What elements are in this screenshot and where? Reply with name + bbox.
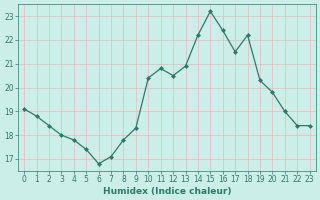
X-axis label: Humidex (Indice chaleur): Humidex (Indice chaleur) (103, 187, 231, 196)
